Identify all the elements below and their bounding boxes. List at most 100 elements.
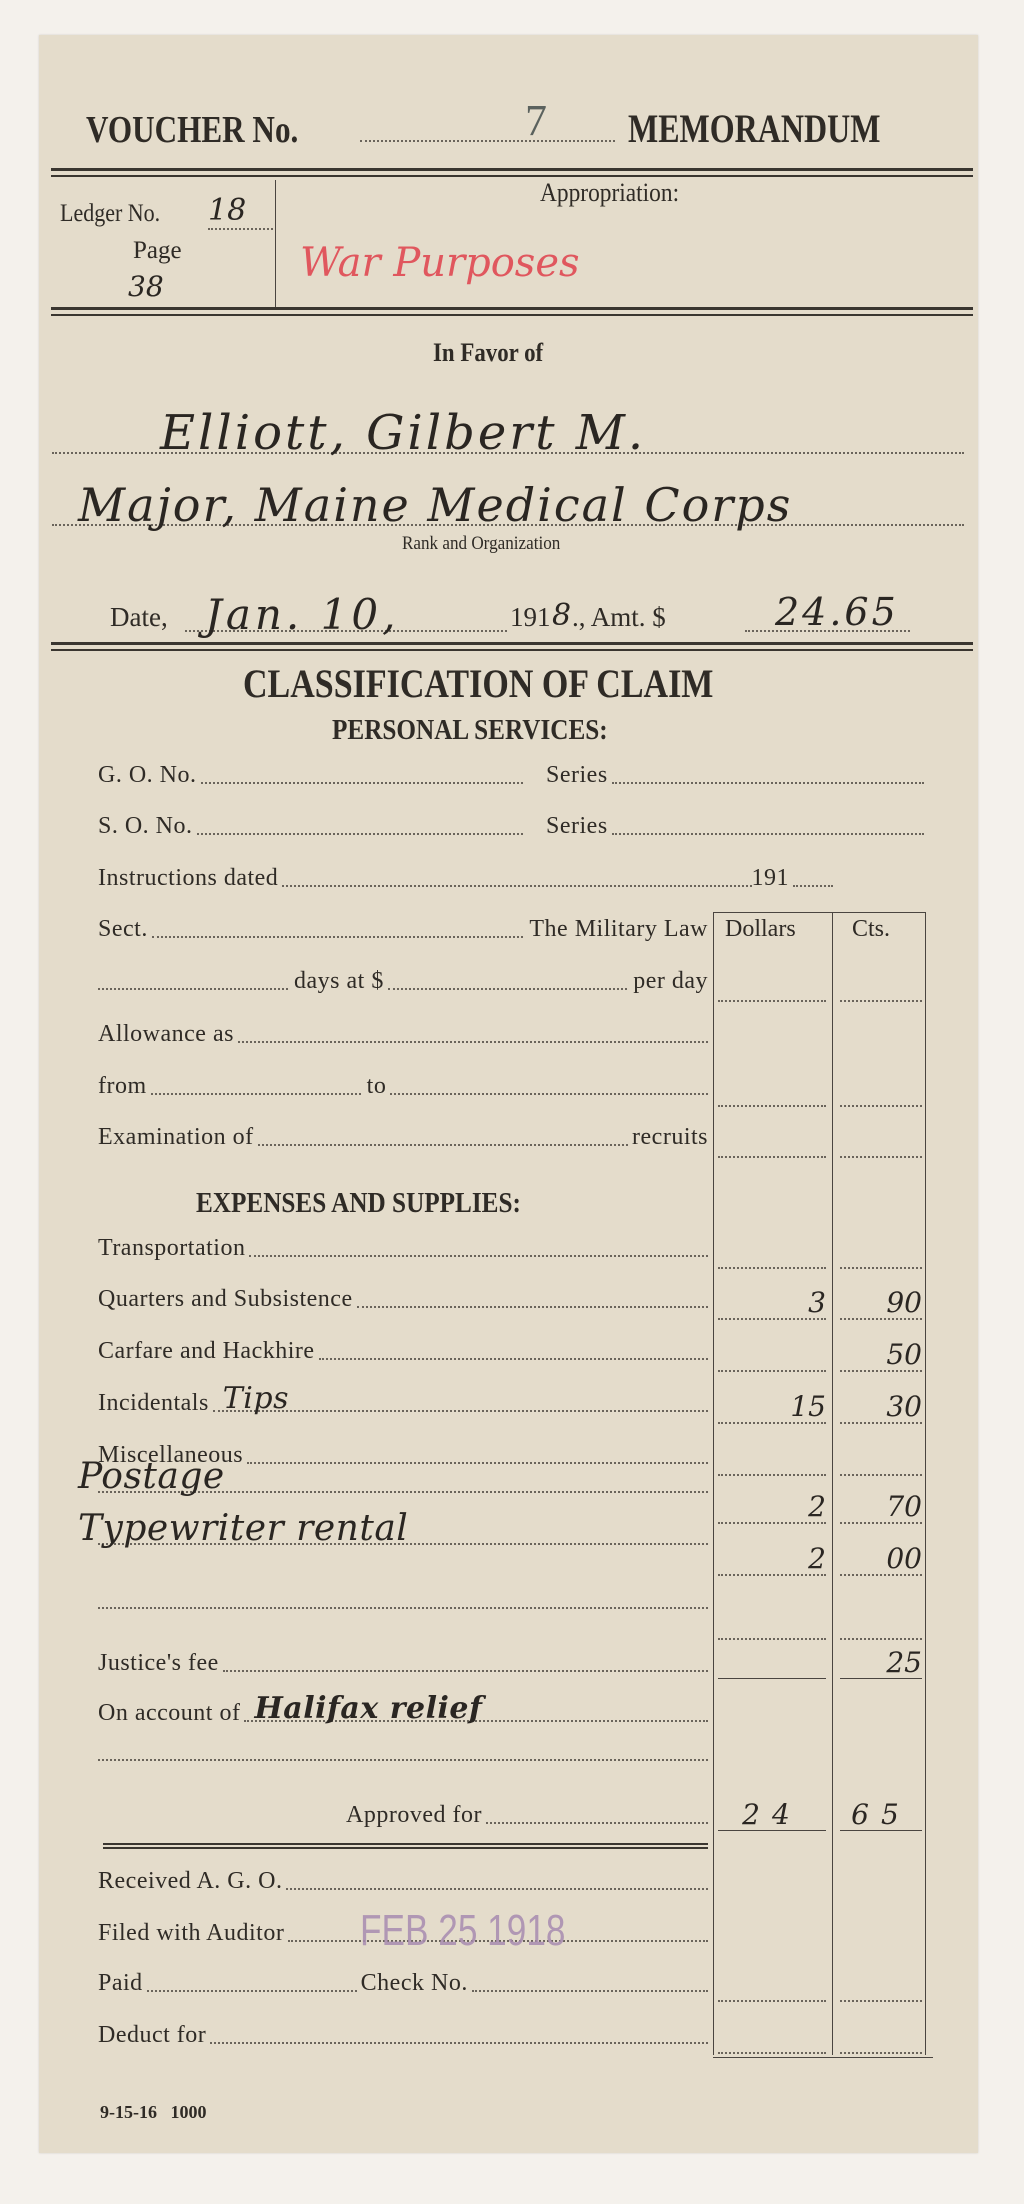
- check-field[interactable]: [471, 1989, 708, 1992]
- expense-cents-cell[interactable]: [840, 1608, 922, 1640]
- allowance-row: Allowance as: [98, 1021, 708, 1048]
- deduct-label: Deduct for: [98, 2022, 207, 2048]
- ledger-number: 18: [208, 193, 273, 230]
- rank-line: [52, 524, 964, 526]
- deduct-dollars-cell[interactable]: [718, 2022, 826, 2054]
- exam-cents-cell[interactable]: [840, 1126, 922, 1158]
- to-field[interactable]: [390, 1092, 708, 1095]
- paid-dollars-cell[interactable]: [718, 1970, 826, 2002]
- deduct-cents-cell[interactable]: [840, 2022, 922, 2054]
- in-favor-label: In Favor of: [433, 338, 544, 367]
- days-at-label: days at $: [294, 968, 384, 994]
- account-value: Halifax relief: [254, 1691, 483, 1726]
- expense-dollars-cell[interactable]: [718, 1237, 826, 1269]
- expense-row: Postage: [78, 1456, 708, 1498]
- examination-field[interactable]: [257, 1143, 629, 1146]
- go-field[interactable]: [200, 781, 523, 784]
- justice-dollars-cell[interactable]: [718, 1648, 826, 1679]
- expense-cents-cell[interactable]: 50: [840, 1340, 922, 1372]
- expense-cents-cell[interactable]: [840, 1237, 922, 1269]
- allowance-field[interactable]: [237, 1040, 708, 1043]
- expense-row: Miscellaneous: [98, 1442, 708, 1469]
- instructions-field[interactable]: [282, 884, 752, 887]
- so-field[interactable]: [196, 832, 523, 835]
- personal-services-heading: PERSONAL SERVICES:: [332, 715, 608, 746]
- instructions-label: Instructions dated: [98, 865, 279, 891]
- expense-handwritten: Postage: [78, 1456, 225, 1497]
- sect-field[interactable]: [151, 935, 524, 938]
- expense-field[interactable]: [249, 1254, 708, 1257]
- print-quantity: 1000: [170, 2102, 207, 2122]
- paid-row: Paid Check No.: [98, 1970, 708, 1997]
- double-rule: [103, 1843, 708, 1849]
- expense-field[interactable]: Tips: [212, 1381, 708, 1416]
- expense-dollars-cell[interactable]: 2: [718, 1492, 826, 1524]
- filed-field[interactable]: [288, 1939, 708, 1942]
- approved-field[interactable]: [485, 1821, 708, 1824]
- series-label: Series: [546, 813, 608, 839]
- expense-field[interactable]: [356, 1305, 708, 1308]
- expense-dollars-cell[interactable]: [718, 1444, 826, 1476]
- double-rule: [51, 307, 973, 316]
- account-field[interactable]: Halifax relief: [244, 1691, 708, 1726]
- double-rule: [51, 642, 973, 651]
- go-label: G. O. No.: [98, 762, 197, 788]
- approved-dollars-cell[interactable]: 24: [718, 1800, 826, 1831]
- exam-dollars-cell[interactable]: [718, 1126, 826, 1158]
- expense-handwritten: Typewriter rental: [78, 1508, 409, 1549]
- expense-row: Carfare and Hackhire: [98, 1338, 708, 1365]
- expense-cents-cell[interactable]: 70: [840, 1492, 922, 1524]
- expense-dollars-cell[interactable]: 15: [718, 1392, 826, 1424]
- expense-cents-cell[interactable]: [840, 1444, 922, 1476]
- expense-cents-cell[interactable]: 90: [840, 1288, 922, 1320]
- account-row: On account of Halifax relief: [98, 1691, 708, 1727]
- account-blank-row: [98, 1758, 708, 1766]
- expense-field[interactable]: Typewriter rental: [78, 1508, 708, 1549]
- days-field[interactable]: [98, 987, 288, 990]
- justice-field[interactable]: [222, 1669, 708, 1672]
- from-dollars-cell[interactable]: [718, 1075, 826, 1107]
- voucher-number: 7: [525, 96, 547, 145]
- expense-dollars-cell[interactable]: 2: [718, 1544, 826, 1576]
- expense-label: Miscellaneous: [98, 1442, 244, 1468]
- amount-line: [745, 630, 910, 632]
- justice-cents-cell[interactable]: 25: [840, 1648, 922, 1679]
- right-column-rule: [925, 912, 926, 2055]
- go-series-field[interactable]: [611, 781, 924, 784]
- expense-field[interactable]: [98, 1606, 708, 1609]
- so-series-field[interactable]: [611, 832, 924, 835]
- from-cents-cell[interactable]: [840, 1075, 922, 1107]
- appropriation-value: War Purposes: [300, 240, 580, 286]
- received-label: Received A. G. O.: [98, 1868, 283, 1894]
- expense-dollars-cell[interactable]: 3: [718, 1288, 826, 1320]
- from-field[interactable]: [150, 1092, 361, 1095]
- expense-dollars-cell[interactable]: [718, 1608, 826, 1640]
- page-label: Page: [133, 237, 182, 264]
- appropriation-label: Appropriation:: [540, 178, 680, 207]
- expense-field[interactable]: [247, 1461, 708, 1464]
- expense-field[interactable]: Postage: [78, 1456, 708, 1497]
- expense-cents-cell[interactable]: 00: [840, 1544, 922, 1576]
- expense-row: Typewriter rental: [78, 1508, 708, 1550]
- account-blank-field[interactable]: [98, 1758, 708, 1761]
- expense-dollars-cell[interactable]: [718, 1340, 826, 1372]
- days-dollars-cell[interactable]: [718, 970, 826, 1002]
- approved-cents-cell[interactable]: 65: [840, 1800, 922, 1831]
- expense-field[interactable]: [318, 1357, 708, 1360]
- paid-label: Paid: [98, 1970, 143, 1996]
- days-cents-cell[interactable]: [840, 970, 922, 1002]
- dollars-column-rule: [713, 912, 714, 2055]
- memorandum-label: MEMORANDUM: [628, 106, 881, 151]
- instructions-year-field[interactable]: [793, 884, 833, 887]
- ledger-divider: [275, 180, 276, 310]
- instructions-row: Instructions dated 191: [98, 865, 833, 892]
- paid-cents-cell[interactable]: [840, 1970, 922, 2002]
- deduct-field[interactable]: [210, 2041, 708, 2044]
- expense-cents-cell[interactable]: 30: [840, 1392, 922, 1424]
- expense-label: Incidentals: [98, 1390, 209, 1416]
- received-field[interactable]: [286, 1887, 708, 1890]
- paid-field[interactable]: [146, 1989, 357, 1992]
- payee-name: Elliott, Gilbert M.: [160, 405, 647, 461]
- series-label: Series: [546, 762, 608, 788]
- rate-field[interactable]: [387, 987, 628, 990]
